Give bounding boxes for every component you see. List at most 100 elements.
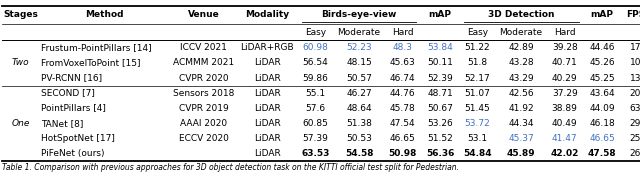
Text: Method: Method bbox=[85, 10, 124, 19]
Text: 53.72: 53.72 bbox=[465, 119, 490, 128]
Text: Easy: Easy bbox=[305, 28, 326, 37]
Text: 51.07: 51.07 bbox=[465, 89, 490, 98]
Text: 51.8: 51.8 bbox=[468, 58, 488, 68]
Text: 48.3: 48.3 bbox=[392, 43, 413, 52]
Text: 43.64: 43.64 bbox=[589, 89, 615, 98]
Text: 52.17: 52.17 bbox=[465, 73, 490, 83]
Text: 44.09: 44.09 bbox=[589, 104, 615, 113]
Text: PointPillars [4]: PointPillars [4] bbox=[42, 104, 106, 113]
Text: 39.28: 39.28 bbox=[552, 43, 577, 52]
Text: mAP: mAP bbox=[591, 10, 614, 19]
Text: mAP: mAP bbox=[429, 10, 452, 19]
Text: 46.27: 46.27 bbox=[346, 89, 372, 98]
Text: Venue: Venue bbox=[188, 10, 220, 19]
Text: 3D Detection: 3D Detection bbox=[488, 10, 554, 19]
Text: ACMMM 2021: ACMMM 2021 bbox=[173, 58, 234, 68]
Text: 57.6: 57.6 bbox=[305, 104, 326, 113]
Text: SECOND [7]: SECOND [7] bbox=[42, 89, 95, 98]
Text: 54.84: 54.84 bbox=[463, 149, 492, 158]
Text: Easy: Easy bbox=[467, 28, 488, 37]
Text: 40.49: 40.49 bbox=[552, 119, 577, 128]
Text: 43.29: 43.29 bbox=[508, 73, 534, 83]
Text: Hard: Hard bbox=[392, 28, 413, 37]
Text: LiDAR: LiDAR bbox=[253, 104, 280, 113]
Text: 51.45: 51.45 bbox=[465, 104, 490, 113]
Text: 50.98: 50.98 bbox=[388, 149, 417, 158]
Text: 41.47: 41.47 bbox=[552, 134, 577, 143]
Text: 10: 10 bbox=[630, 58, 640, 68]
Text: Two: Two bbox=[12, 58, 29, 68]
Text: 50.57: 50.57 bbox=[346, 73, 372, 83]
Text: CVPR 2019: CVPR 2019 bbox=[179, 104, 228, 113]
Text: Sensors 2018: Sensors 2018 bbox=[173, 89, 234, 98]
Text: AAAI 2020: AAAI 2020 bbox=[180, 119, 227, 128]
Text: 53.26: 53.26 bbox=[428, 119, 453, 128]
Text: 40.29: 40.29 bbox=[552, 73, 577, 83]
Text: 46.18: 46.18 bbox=[589, 119, 615, 128]
Text: LiDAR: LiDAR bbox=[253, 58, 280, 68]
Text: 40.71: 40.71 bbox=[552, 58, 577, 68]
Text: 53.84: 53.84 bbox=[428, 43, 453, 52]
Text: 20: 20 bbox=[630, 89, 640, 98]
Text: 45.78: 45.78 bbox=[390, 104, 415, 113]
Text: 44.46: 44.46 bbox=[589, 43, 615, 52]
Text: 48.71: 48.71 bbox=[428, 89, 453, 98]
Text: 50.67: 50.67 bbox=[427, 104, 453, 113]
Text: ECCV 2020: ECCV 2020 bbox=[179, 134, 228, 143]
Text: 47.58: 47.58 bbox=[588, 149, 616, 158]
Text: 45.89: 45.89 bbox=[507, 149, 536, 158]
Text: Stages: Stages bbox=[3, 10, 38, 19]
Text: 59.86: 59.86 bbox=[303, 73, 328, 83]
Text: 63: 63 bbox=[630, 104, 640, 113]
Text: 51.38: 51.38 bbox=[346, 119, 372, 128]
Text: 51.52: 51.52 bbox=[428, 134, 453, 143]
Text: Frustum-PointPillars [14]: Frustum-PointPillars [14] bbox=[42, 43, 152, 52]
Text: Moderate: Moderate bbox=[337, 28, 381, 37]
Text: LiDAR+RGB: LiDAR+RGB bbox=[240, 43, 294, 52]
Text: LiDAR: LiDAR bbox=[253, 134, 280, 143]
Text: 41.92: 41.92 bbox=[508, 104, 534, 113]
Text: PiFeNet (ours): PiFeNet (ours) bbox=[42, 149, 105, 158]
Text: Table 1. Comparison with previous approaches for 3D object detection task on the: Table 1. Comparison with previous approa… bbox=[2, 163, 459, 172]
Text: 53.1: 53.1 bbox=[468, 134, 488, 143]
Text: Moderate: Moderate bbox=[500, 28, 543, 37]
Text: 38.89: 38.89 bbox=[552, 104, 578, 113]
Text: 26: 26 bbox=[630, 149, 640, 158]
Text: 47.54: 47.54 bbox=[390, 119, 415, 128]
Text: Hard: Hard bbox=[554, 28, 575, 37]
Text: 50.53: 50.53 bbox=[346, 134, 372, 143]
Text: 25: 25 bbox=[630, 134, 640, 143]
Text: 45.37: 45.37 bbox=[508, 134, 534, 143]
Text: HotSpotNet [17]: HotSpotNet [17] bbox=[42, 134, 115, 143]
Text: 44.76: 44.76 bbox=[390, 89, 415, 98]
Text: 56.36: 56.36 bbox=[426, 149, 454, 158]
Text: 52.39: 52.39 bbox=[428, 73, 453, 83]
Text: 51.22: 51.22 bbox=[465, 43, 490, 52]
Text: Birds-eye-view: Birds-eye-view bbox=[321, 10, 397, 19]
Text: LiDAR: LiDAR bbox=[253, 89, 280, 98]
Text: 42.02: 42.02 bbox=[550, 149, 579, 158]
Text: 57.39: 57.39 bbox=[303, 134, 328, 143]
Text: 42.89: 42.89 bbox=[508, 43, 534, 52]
Text: 13: 13 bbox=[630, 73, 640, 83]
Text: 17: 17 bbox=[630, 43, 640, 52]
Text: 50.11: 50.11 bbox=[427, 58, 453, 68]
Text: FromVoxelToPoint [15]: FromVoxelToPoint [15] bbox=[42, 58, 141, 68]
Text: 37.29: 37.29 bbox=[552, 89, 577, 98]
Text: CVPR 2020: CVPR 2020 bbox=[179, 73, 228, 83]
Text: LiDAR: LiDAR bbox=[253, 119, 280, 128]
Text: 60.85: 60.85 bbox=[303, 119, 328, 128]
Text: PV-RCNN [16]: PV-RCNN [16] bbox=[42, 73, 102, 83]
Text: 54.58: 54.58 bbox=[345, 149, 373, 158]
Text: 45.26: 45.26 bbox=[589, 58, 615, 68]
Text: ICCV 2021: ICCV 2021 bbox=[180, 43, 227, 52]
Text: TANet [8]: TANet [8] bbox=[42, 119, 84, 128]
Text: One: One bbox=[12, 119, 30, 128]
Text: 46.65: 46.65 bbox=[390, 134, 415, 143]
Text: Modality: Modality bbox=[245, 10, 289, 19]
Text: 46.65: 46.65 bbox=[589, 134, 615, 143]
Text: 55.1: 55.1 bbox=[305, 89, 326, 98]
Text: 29: 29 bbox=[630, 119, 640, 128]
Text: 46.74: 46.74 bbox=[390, 73, 415, 83]
Text: FPS: FPS bbox=[626, 10, 640, 19]
